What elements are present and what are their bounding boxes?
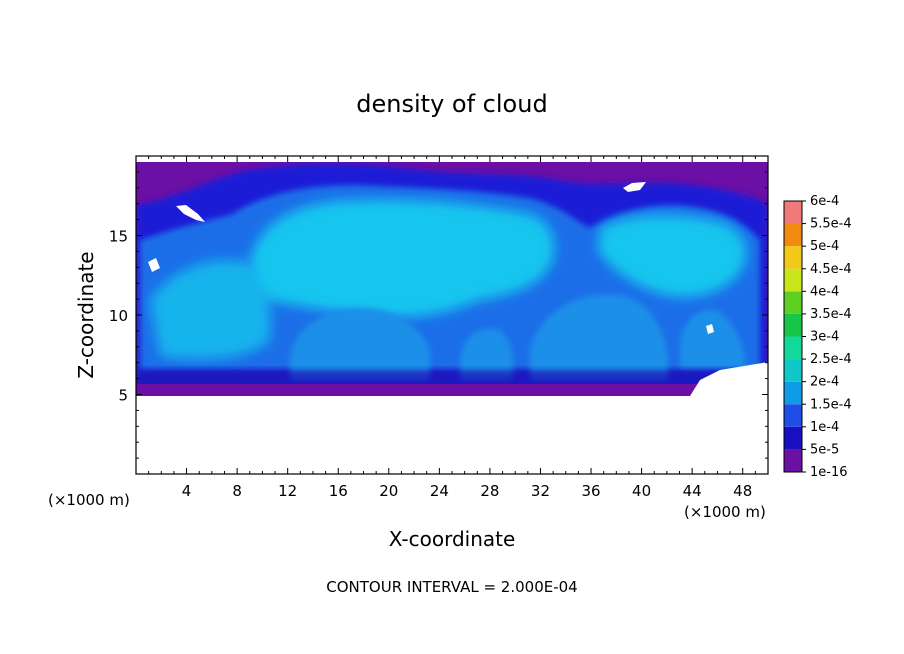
heatmap-field xyxy=(136,156,768,474)
y-unit-label: (×1000 m) xyxy=(48,491,130,509)
colorbar-label: 5.5e-4 xyxy=(810,217,852,232)
x-tick-label: 44 xyxy=(683,482,702,500)
clear-patch-3 xyxy=(690,362,768,396)
clear-patch-2 xyxy=(623,182,646,192)
colorbar-label: 1.5e-4 xyxy=(810,397,852,412)
y-tick-label: 15 xyxy=(109,228,128,246)
cloud-core-lowleft xyxy=(150,260,271,359)
clear-sky-below xyxy=(136,396,768,474)
x-axis-title: X-coordinate xyxy=(389,527,516,551)
x-tick-label: 40 xyxy=(632,482,651,500)
colorbar-label: 6e-4 xyxy=(810,194,839,209)
y-tick-label: 5 xyxy=(118,387,128,405)
clear-patch-5 xyxy=(706,324,714,334)
dome-4 xyxy=(680,309,745,368)
x-tick-label: 24 xyxy=(430,482,449,500)
cloud-base-band xyxy=(136,370,768,388)
colorbar-swatch xyxy=(784,426,802,450)
colorbar-swatch xyxy=(784,246,802,269)
colorbar-label: 3.5e-4 xyxy=(810,307,852,322)
y-tick-label: 10 xyxy=(109,307,128,325)
x-tick-label: 48 xyxy=(733,482,752,500)
x-tick-label: 12 xyxy=(278,482,297,500)
x-tick-label: 32 xyxy=(531,482,550,500)
colorbar-label: 4e-4 xyxy=(810,284,839,299)
colorbar-label: 1e-4 xyxy=(810,420,839,435)
x-tick-label: 28 xyxy=(480,482,499,500)
colorbar-swatch xyxy=(784,313,802,337)
colorbar-swatch xyxy=(784,404,802,427)
contour-interval-note: CONTOUR INTERVAL = 2.000E-04 xyxy=(326,578,577,596)
colorbar-label: 3e-4 xyxy=(810,330,839,345)
colorbar-swatch xyxy=(784,359,802,382)
colorbar-swatch xyxy=(784,223,802,247)
clear-patch-1 xyxy=(176,205,205,222)
colorbar-swatch xyxy=(784,268,802,292)
dome-2 xyxy=(460,328,514,380)
colorbar-label: 1e-16 xyxy=(810,465,848,480)
x-tick-label: 16 xyxy=(329,482,348,500)
chart-title: density of cloud xyxy=(356,90,547,118)
clear-patch-4 xyxy=(148,258,160,272)
x-axis: 4 8 12 16 20 24 28 32 36 40 44 48 xyxy=(148,156,756,500)
y-axis: 5 10 15 xyxy=(109,171,768,459)
colorbar-swatch-top xyxy=(784,201,802,224)
colorbar-swatch xyxy=(784,336,802,360)
x-tick-label: 8 xyxy=(232,482,242,500)
colorbar-swatch xyxy=(784,449,802,472)
colorbar-label: 4.5e-4 xyxy=(810,262,852,277)
colorbar-label: 2.5e-4 xyxy=(810,352,852,367)
cloud-core-right xyxy=(598,215,747,297)
x-tick-label: 4 xyxy=(182,482,192,500)
colorbar-label: 2e-4 xyxy=(810,375,839,390)
colorbar-label: 5e-4 xyxy=(810,239,839,254)
x-tick-label: 36 xyxy=(581,482,600,500)
colorbar-label: 5e-5 xyxy=(810,442,839,457)
cloud-core-left xyxy=(250,199,555,318)
x-unit-label: (×1000 m) xyxy=(684,503,766,521)
colorbar: 1e-16 5e-5 1e-4 1.5e-4 2e-4 2.5e-4 3e-4 3.5e-4 4… xyxy=(783,194,852,480)
dome-3 xyxy=(530,294,668,380)
colorbar-swatch xyxy=(784,291,802,314)
y-axis-title: Z-coordinate xyxy=(74,251,98,378)
x-tick-label: 20 xyxy=(379,482,398,500)
dome-1 xyxy=(290,308,430,380)
cloud-base-fringe xyxy=(136,384,768,396)
colorbar-swatch xyxy=(784,381,802,405)
